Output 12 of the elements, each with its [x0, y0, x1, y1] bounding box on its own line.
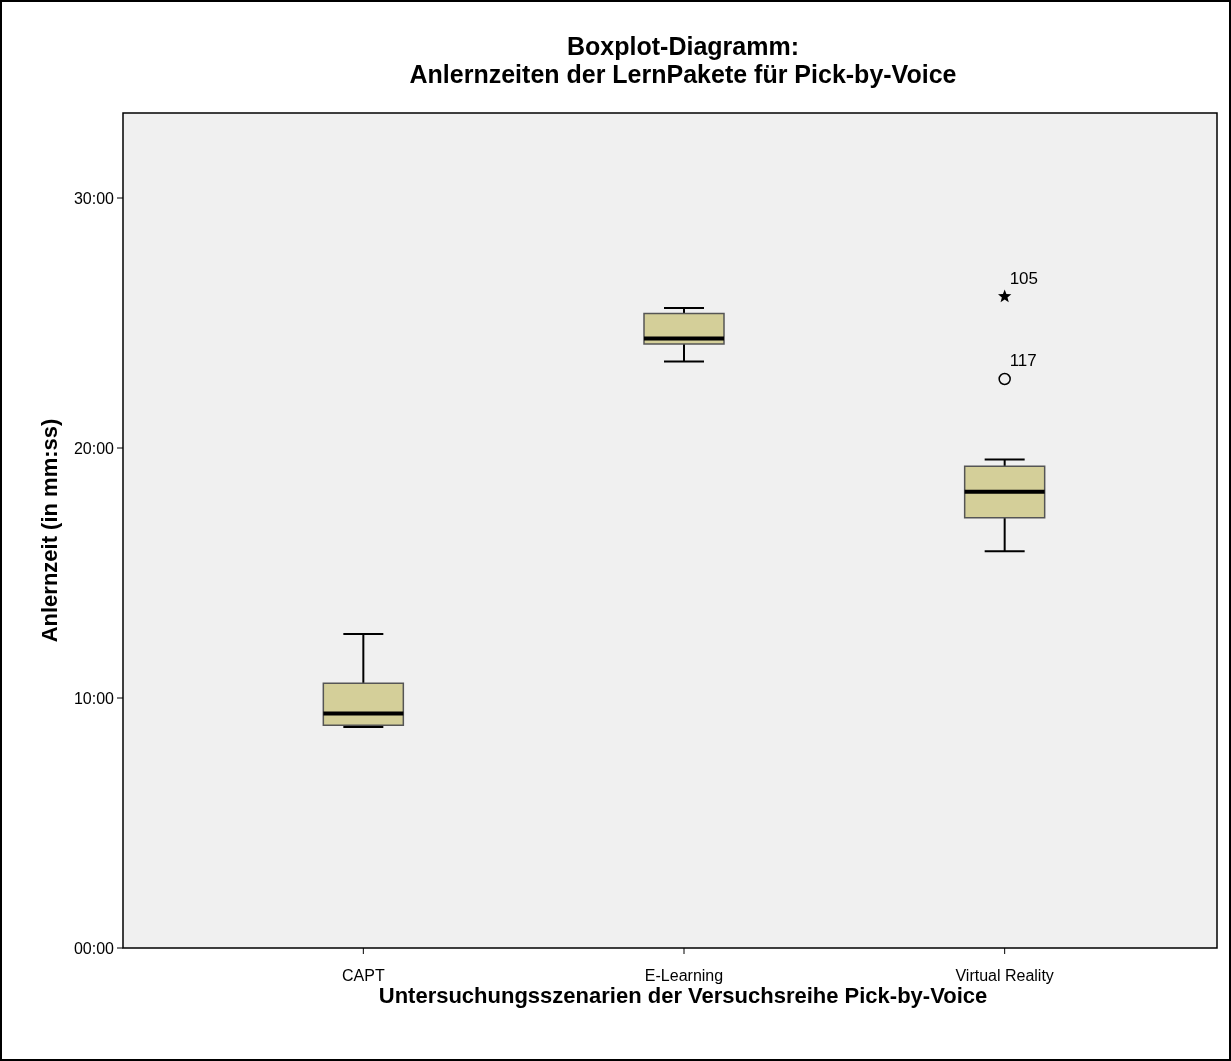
y-tick-label: 20:00	[73, 439, 115, 457]
y-tick-label: 00:00	[73, 939, 115, 957]
x-tick-label: E-Learning	[644, 967, 724, 984]
y-axis-title: Anlernzeit (in mm:ss)	[37, 418, 62, 643]
annotation: 105	[1009, 268, 1039, 288]
annotation: 117	[1009, 351, 1037, 370]
x-axis-title: Untersuchungsszenarien der Versuchsreihe Pick-by-Voice	[378, 983, 988, 1008]
x-tick-label: Virtual Reality	[955, 967, 1054, 984]
y-tick-label: 10:00	[73, 689, 115, 707]
x-tick-label: CAPT	[342, 967, 385, 984]
chart-title: Boxplot-Diagramm: Anlernzeiten der LernPakete für Pick-by-Voice	[409, 32, 957, 88]
y-tick-label: 30:00	[73, 189, 115, 207]
